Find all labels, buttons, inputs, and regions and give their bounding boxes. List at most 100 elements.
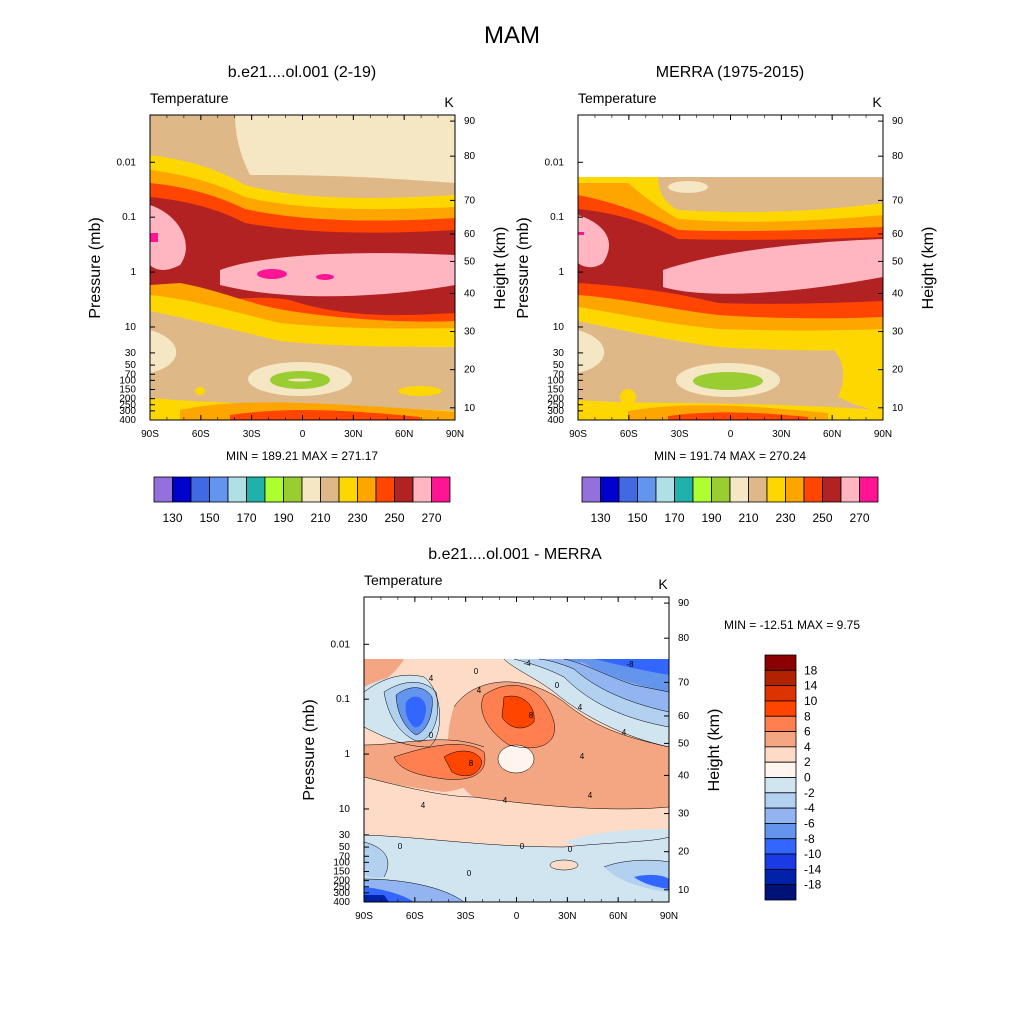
x-tick-label: 90S bbox=[355, 911, 373, 922]
colorbar-swatch bbox=[764, 792, 797, 809]
contour-line bbox=[364, 878, 465, 902]
colorbar-swatch bbox=[764, 715, 797, 732]
fill-region bbox=[578, 330, 605, 373]
colorbar-label: 14 bbox=[804, 679, 818, 693]
contour-plot bbox=[150, 115, 455, 420]
height-tick-label: 60 bbox=[464, 229, 476, 240]
colorbar-label: -6 bbox=[804, 816, 815, 830]
colorbar-label: 210 bbox=[310, 511, 330, 525]
x-tick-label: 30N bbox=[772, 429, 790, 440]
colorbar-swatch bbox=[764, 823, 797, 840]
colorbar-swatch bbox=[764, 868, 797, 886]
contour-label: 4 bbox=[503, 796, 508, 805]
left-label: Temperature bbox=[578, 90, 657, 106]
contour-label: 4 bbox=[477, 686, 482, 695]
height-tick-label: 70 bbox=[892, 195, 904, 206]
colorbar-swatch bbox=[764, 700, 797, 717]
colorbar-swatch bbox=[711, 476, 731, 503]
height-tick-label: 40 bbox=[464, 288, 476, 299]
x-tick-label: 30S bbox=[671, 429, 689, 440]
panel-title: b.e21....ol.001 (2-19) bbox=[228, 64, 377, 81]
colorbar-label: 150 bbox=[627, 511, 647, 525]
right-label: K bbox=[872, 94, 882, 110]
colorbar-label: -4 bbox=[804, 801, 815, 815]
height-tick-label: 90 bbox=[678, 598, 690, 609]
colorbar-swatch bbox=[764, 884, 797, 901]
x-tick-label: 60S bbox=[192, 429, 210, 440]
colorbar-swatch bbox=[357, 476, 377, 503]
colorbar-label: 150 bbox=[199, 511, 219, 525]
colorbar-label: 2 bbox=[804, 755, 811, 769]
y-tick-label: 0.1 bbox=[122, 212, 136, 223]
fill-region bbox=[444, 750, 482, 776]
x-tick-label: 90N bbox=[660, 911, 678, 922]
colorbar-swatch bbox=[822, 476, 842, 503]
right-label: K bbox=[658, 576, 668, 592]
panel-merra: MERRA (1975-2015) Temperature K Pressure… bbox=[515, 64, 937, 525]
colorbar-label: -14 bbox=[804, 862, 822, 876]
y-tick-label: 250 bbox=[119, 400, 136, 411]
contour-label: -8 bbox=[626, 660, 634, 669]
y-tick-label: 0.1 bbox=[336, 694, 350, 705]
height-tick-label: 50 bbox=[892, 256, 904, 267]
colorbar-swatch bbox=[764, 654, 797, 671]
height-tick-label: 10 bbox=[678, 885, 690, 896]
contour-label: 0 bbox=[555, 681, 560, 690]
x-tick-label: 60N bbox=[823, 429, 841, 440]
height-tick-label: 30 bbox=[892, 327, 904, 338]
contour-label: -4 bbox=[523, 659, 531, 668]
fill-region bbox=[594, 659, 669, 675]
contour-label: 0 bbox=[520, 842, 525, 851]
x-tick-label: 90S bbox=[141, 429, 159, 440]
fill-region bbox=[828, 345, 883, 411]
height-tick-label: 90 bbox=[892, 116, 904, 127]
height-tick-label: 20 bbox=[678, 847, 690, 858]
x-tick-label: 30N bbox=[558, 911, 576, 922]
y-tick-label: 150 bbox=[547, 385, 564, 396]
y-tick-label: 400 bbox=[119, 415, 136, 426]
y-tick-label: 10 bbox=[125, 322, 137, 333]
y-axis-label: Pressure (mb) bbox=[301, 699, 318, 800]
contour-label: 0 bbox=[429, 731, 434, 740]
y-tick-label: 100 bbox=[119, 375, 136, 386]
height-tick-label: 10 bbox=[892, 403, 904, 414]
y-tick-label: 50 bbox=[339, 842, 351, 853]
height-tick-label: 50 bbox=[464, 256, 476, 267]
colorbar-label: 190 bbox=[701, 511, 721, 525]
x-tick-label: 90N bbox=[446, 429, 464, 440]
height-tick-label: 50 bbox=[678, 738, 690, 749]
colorbar-swatch bbox=[859, 476, 879, 503]
colorbar-swatch bbox=[338, 476, 358, 503]
y-tick-label: 150 bbox=[333, 867, 350, 878]
contour-line bbox=[603, 859, 669, 868]
colorbar: 130 150 170 190 210 230 250 270 bbox=[153, 476, 451, 525]
colorbar-swatch bbox=[190, 476, 210, 503]
contour-label: 0 bbox=[568, 845, 573, 854]
fill-region bbox=[668, 181, 708, 193]
colorbar-label: -10 bbox=[804, 847, 822, 861]
contour-line bbox=[364, 834, 669, 848]
colorbar-label: 250 bbox=[812, 511, 832, 525]
fill-region bbox=[405, 696, 426, 728]
contour-line bbox=[503, 658, 669, 748]
fill-region bbox=[620, 389, 636, 405]
stats-text: MIN = 189.21 MAX = 271.17 bbox=[226, 449, 378, 463]
colorbar-swatch bbox=[209, 476, 229, 503]
y-tick-label: 250 bbox=[333, 882, 350, 893]
contour-line bbox=[364, 776, 669, 810]
fill-region bbox=[578, 215, 609, 268]
contour-line bbox=[513, 658, 669, 728]
contour-line bbox=[364, 739, 485, 748]
y-tick-label: 300 bbox=[119, 406, 136, 417]
panel-difference: b.e21....ol.001 - MERRA Temperature K Pr… bbox=[301, 546, 860, 922]
colorbar-swatch bbox=[246, 476, 266, 503]
x-tick-label: 0 bbox=[728, 429, 734, 440]
fill-region bbox=[693, 372, 763, 390]
y-tick-label: 200 bbox=[333, 876, 350, 887]
colorbar-label: 270 bbox=[421, 511, 441, 525]
colorbar-swatch bbox=[600, 476, 620, 503]
colorbar-label: 170 bbox=[664, 511, 684, 525]
colorbar-label: 130 bbox=[162, 511, 182, 525]
y-tick-label: 400 bbox=[333, 897, 350, 908]
